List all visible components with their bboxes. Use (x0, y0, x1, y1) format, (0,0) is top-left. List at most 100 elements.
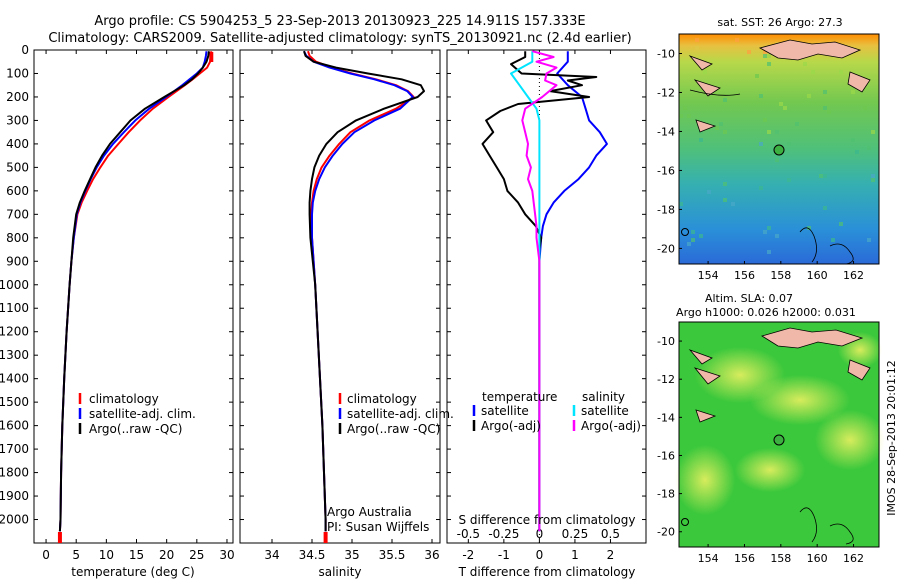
legend-label-t-satellite: satellite (481, 404, 529, 418)
sst-pixel (735, 38, 739, 42)
series-line-satellite (538, 51, 608, 532)
sst-map-frame (678, 33, 880, 265)
x-tick-label: -1 (498, 548, 510, 562)
sla-anomaly (675, 445, 735, 515)
reef-contour (799, 507, 817, 543)
x-tick-label: 2 (607, 548, 615, 562)
x-tick-label: 5 (72, 548, 80, 562)
series-line-climatology (58, 51, 213, 532)
reef-contour (829, 243, 854, 265)
sst-pixel (823, 90, 827, 94)
s-tick-label: -0.25 (488, 527, 519, 541)
legend-label-argo: Argo(..raw -QC) (347, 422, 440, 436)
depth-tick-label: 1700 (0, 442, 29, 456)
legend-title-salinity: salinity (582, 390, 625, 404)
depth-tick-label: 900 (6, 254, 29, 268)
small-island-marker (681, 228, 689, 236)
depth-axis: 0 100 200 300 400 500 600 700 800 900 1000 1100 1200… (0, 43, 29, 527)
sst-pixel (867, 238, 871, 242)
small-island-marker (681, 518, 689, 526)
depth-tick-label: 1500 (0, 395, 29, 409)
x-tick-label: 35 (344, 548, 359, 562)
depth-tick-label: 100 (6, 66, 29, 80)
sst-pixel (687, 242, 691, 246)
sst-pixel (787, 142, 791, 146)
sst-pixel (731, 202, 735, 206)
map-x-tick-label: 160 (807, 269, 828, 282)
depth-tick-label: 1800 (0, 466, 29, 480)
legend-label-s-argo: Argo(-adj) (581, 419, 641, 433)
sst-pixel (863, 106, 867, 110)
map-x-tick-label: 162 (843, 269, 864, 282)
x-tick-label: 35.5 (379, 548, 406, 562)
sst-pixel (867, 146, 871, 150)
legend-label-satellite: satellite-adj. clim. (347, 407, 454, 421)
sla-blobs (675, 332, 885, 515)
island-shape (688, 55, 713, 71)
sst-pixel (699, 234, 703, 238)
depth-tick-label: 1400 (0, 372, 29, 386)
x-tick-label: 36 (424, 548, 439, 562)
sst-map-title: sat. SST: 26 Argo: 27.3 (717, 16, 842, 29)
annotation-argo-australia: Argo Australia (327, 505, 412, 519)
map-x-tick-label: 154 (698, 269, 719, 282)
map-x-tick-label: 158 (770, 269, 791, 282)
sst-pixel (723, 130, 727, 134)
sla-map: Altim. SLA: 0.07 Argo h1000: 0.026 h2000… (657, 292, 898, 565)
sst-bathymetry (689, 89, 854, 265)
header-line-2: Climatology: CARS2009. Satellite-adjuste… (48, 31, 631, 46)
sst-pixel (807, 226, 811, 230)
map-y-tick-label: -18 (657, 488, 675, 501)
s-tick-label: 0.5 (601, 527, 620, 541)
map-y-tick-label: -16 (657, 164, 675, 177)
legend-label-climatology: climatology (89, 392, 159, 406)
sst-pixel (683, 106, 687, 110)
depth-tick-label: 800 (6, 231, 29, 245)
map-y-tick-label: -18 (657, 203, 675, 216)
island-shape (695, 119, 717, 133)
sst-pixel (823, 174, 827, 178)
sla-map-subtitle: Argo h1000: 0.026 h2000: 0.031 (676, 306, 856, 319)
temperature-legend: climatology satellite-adj. clim. Argo(..… (78, 392, 196, 436)
x-tick-label: -2 (462, 548, 474, 562)
legend-label-argo: Argo(..raw -QC) (89, 422, 182, 436)
x-tick-label: 20 (159, 548, 174, 562)
sst-pixel (747, 50, 751, 54)
salinity-legend: climatology satellite-adj. clim. Argo(..… (327, 392, 454, 534)
map-x-tick-label: 154 (698, 552, 719, 565)
series-line-satellite-adj-clim- (303, 50, 414, 532)
x-tick-label: 15 (129, 548, 144, 562)
s-tick-label: 0 (536, 527, 544, 541)
island-shape (688, 349, 713, 365)
series-line-satellite-adj-clim- (58, 51, 208, 532)
island-shape (847, 359, 871, 381)
depth-tick-label: 300 (6, 113, 29, 127)
sst-pixel (803, 62, 807, 66)
sst-pixel (767, 130, 771, 134)
map-x-tick-label: 162 (843, 552, 864, 565)
sst-pixel (807, 94, 811, 98)
sst-pixel (839, 222, 843, 226)
s-tick-label: 0.25 (562, 527, 589, 541)
island-shape (847, 71, 871, 93)
x-tick-label: 0 (42, 548, 50, 562)
sst-pixel (831, 238, 835, 242)
sst-pixel (779, 102, 783, 106)
depth-tick-label: 2000 (0, 513, 29, 527)
reef-contour (829, 523, 854, 545)
sst-pixel (763, 54, 767, 58)
series-line-argo-adj- (521, 50, 558, 532)
map-y-tick-label: -20 (657, 242, 675, 255)
depth-tick-label: 1100 (0, 301, 29, 315)
sst-pixel (767, 62, 771, 66)
legend-title-temperature: temperature (482, 390, 557, 404)
depth-tick-label: 1000 (0, 278, 29, 292)
legend-label-satellite: satellite-adj. clim. (89, 407, 196, 421)
sla-map-frame (678, 321, 880, 548)
series-line-argo-raw-qc- (303, 50, 425, 532)
sst-pixel (759, 94, 763, 98)
sst-pixel (695, 38, 699, 42)
map-y-tick-label: -10 (657, 47, 675, 60)
sst-pixel (823, 206, 827, 210)
